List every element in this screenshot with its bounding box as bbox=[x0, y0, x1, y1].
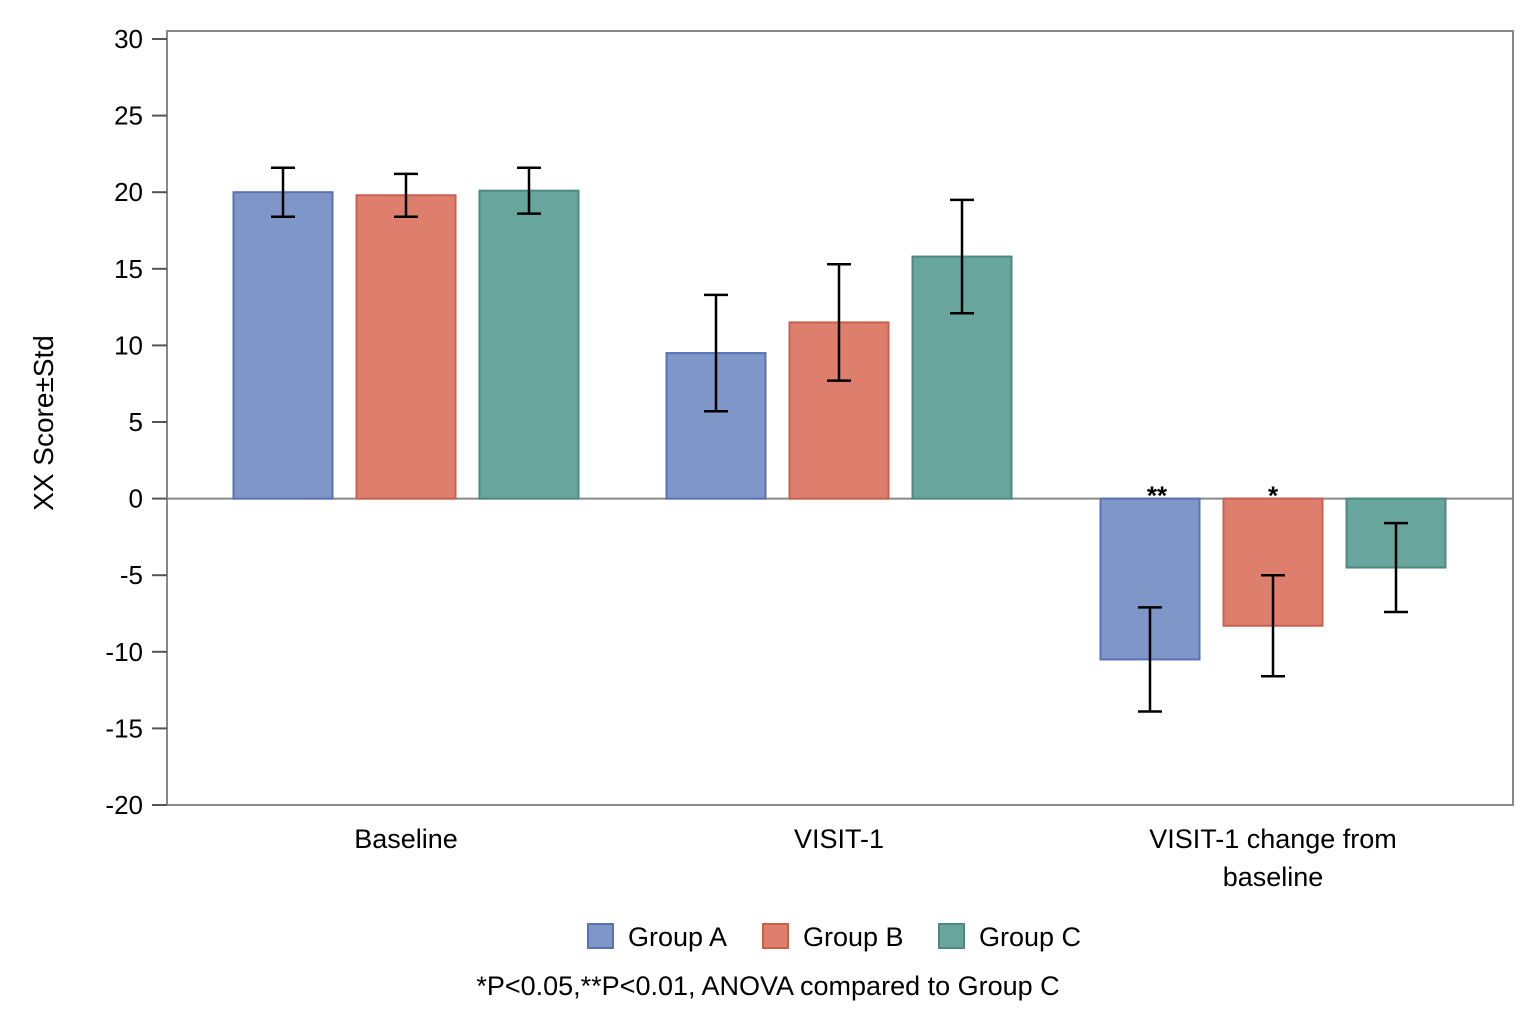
legend-swatch bbox=[938, 923, 965, 949]
legend: Group A Group B Group C bbox=[587, 922, 1081, 952]
legend-swatch bbox=[587, 923, 614, 949]
y-tick-label: -5 bbox=[120, 560, 143, 590]
y-tick-label: 30 bbox=[114, 24, 143, 54]
legend-label: Group B bbox=[803, 922, 904, 952]
plot-frame bbox=[166, 30, 1514, 806]
y-tick-label: 20 bbox=[114, 177, 143, 207]
y-tick-label: 15 bbox=[114, 254, 143, 284]
legend-label: Group A bbox=[628, 922, 727, 952]
y-tick-label: -10 bbox=[105, 637, 143, 667]
legend-swatch bbox=[762, 923, 789, 949]
x-tick-label: baseline bbox=[1223, 862, 1324, 892]
legend-label: Group C bbox=[979, 922, 1081, 952]
y-tick-label: 10 bbox=[114, 330, 143, 360]
y-tick-label: 5 bbox=[129, 407, 143, 437]
bar-group-a bbox=[232, 191, 334, 500]
x-tick-label: Baseline bbox=[354, 824, 458, 854]
y-axis-label: XX Score±Std bbox=[28, 335, 59, 511]
x-tick-label: VISIT-1 bbox=[794, 824, 884, 854]
significance-marker: * bbox=[1268, 481, 1279, 511]
y-tick-label: 25 bbox=[114, 101, 143, 131]
footnote: *P<0.05,**P<0.01, ANOVA compared to Grou… bbox=[476, 971, 1059, 1001]
bar-group-c bbox=[478, 189, 580, 500]
significance-marker: ** bbox=[1147, 481, 1168, 511]
bars: ** * bbox=[167, 166, 1513, 713]
bar-group-b bbox=[355, 194, 457, 500]
y-tick-label: -20 bbox=[105, 790, 143, 820]
y-axis: 30 25 20 15 10 5 0 -5 -10 -15 -20 bbox=[105, 24, 167, 820]
x-tick-label: VISIT-1 change from bbox=[1149, 824, 1397, 854]
y-tick-label: 0 bbox=[129, 484, 143, 514]
x-axis-labels: Baseline VISIT-1 VISIT-1 change from baseli… bbox=[354, 824, 1397, 892]
y-tick-label: -15 bbox=[105, 713, 143, 743]
